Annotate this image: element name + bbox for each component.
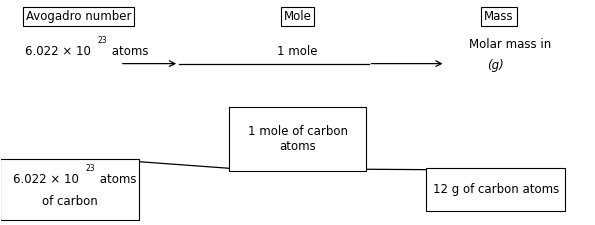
Text: Avogadro number: Avogadro number <box>26 10 131 23</box>
Text: Molar mass in: Molar mass in <box>469 38 552 51</box>
Text: 23: 23 <box>98 36 107 45</box>
Text: atoms: atoms <box>96 173 136 186</box>
Text: Mass: Mass <box>484 10 513 23</box>
Text: 1 mole: 1 mole <box>277 45 318 58</box>
Text: 6.022 × 10: 6.022 × 10 <box>25 45 91 58</box>
Text: Mole: Mole <box>284 10 311 23</box>
Text: 12 g of carbon atoms: 12 g of carbon atoms <box>433 183 559 196</box>
Text: (g): (g) <box>487 59 505 72</box>
Text: 23: 23 <box>85 164 95 173</box>
FancyBboxPatch shape <box>230 107 365 171</box>
FancyBboxPatch shape <box>0 159 139 220</box>
Text: 6.022 × 10: 6.022 × 10 <box>13 173 79 186</box>
FancyBboxPatch shape <box>426 167 565 211</box>
Text: 1 mole of carbon
atoms: 1 mole of carbon atoms <box>248 125 347 153</box>
Text: atoms: atoms <box>108 45 149 58</box>
Text: of carbon: of carbon <box>42 195 98 208</box>
